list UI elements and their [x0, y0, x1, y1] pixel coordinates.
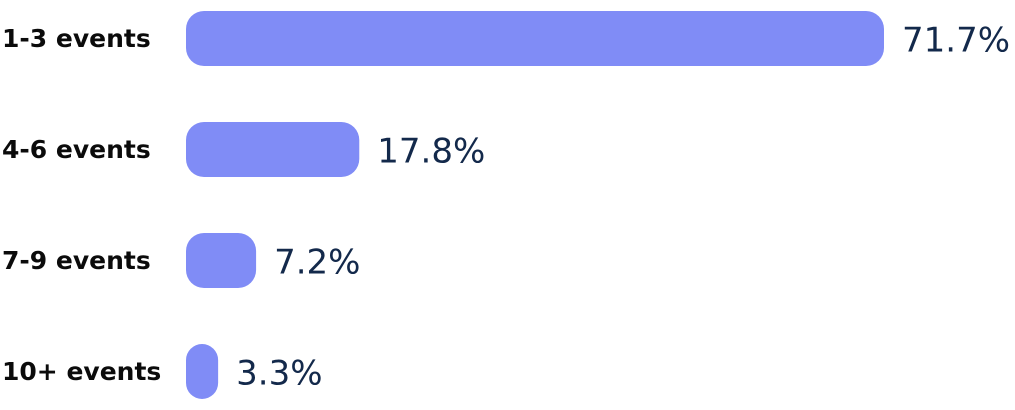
value-label: 17.8%	[377, 132, 485, 172]
category-label: 10+ events	[2, 357, 161, 386]
category-label: 7-9 events	[2, 246, 151, 275]
category-label: 1-3 events	[2, 24, 151, 53]
value-label: 71.7%	[902, 21, 1010, 61]
bar	[186, 344, 219, 399]
value-label: 3.3%	[236, 354, 322, 394]
bar	[186, 233, 257, 288]
bar	[186, 11, 884, 66]
bar	[186, 122, 360, 177]
value-label: 7.2%	[274, 243, 360, 283]
category-label: 4-6 events	[2, 135, 151, 164]
